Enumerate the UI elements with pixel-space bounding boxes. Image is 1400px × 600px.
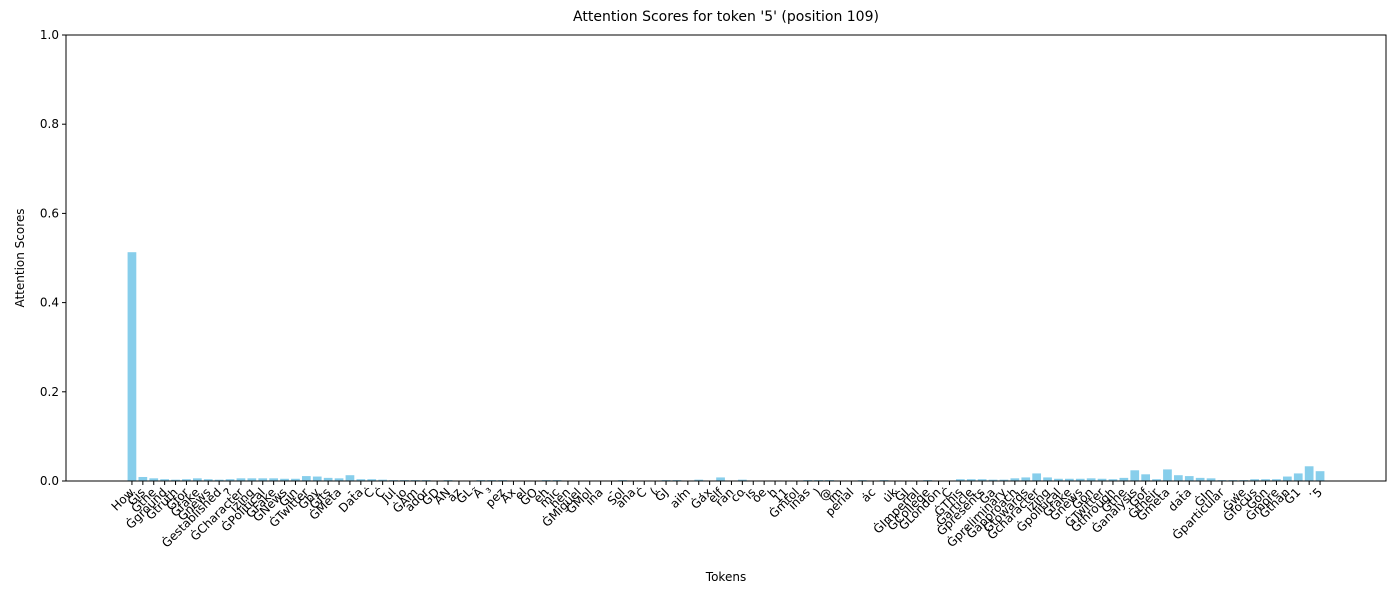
- bar: [1184, 476, 1194, 481]
- bar: [1304, 466, 1314, 481]
- bar: [182, 479, 191, 481]
- bar: [269, 478, 279, 481]
- bar: [1130, 470, 1140, 481]
- bar: [716, 477, 725, 481]
- y-tick-label: 0.0: [40, 474, 59, 488]
- bar: [1272, 479, 1281, 481]
- x-tick-label: ac: [859, 485, 879, 505]
- bar: [356, 479, 366, 481]
- bar: [1119, 477, 1129, 481]
- bar: [323, 477, 333, 481]
- bar: [1261, 479, 1270, 481]
- bar: [1141, 474, 1151, 481]
- bar: [301, 476, 311, 481]
- bar: [1032, 473, 1042, 481]
- y-axis-label: Attention Scores: [13, 208, 27, 307]
- bar: [367, 479, 377, 481]
- bar: [280, 478, 289, 481]
- bar: [247, 478, 257, 481]
- bar: [1108, 479, 1118, 481]
- bar: [977, 479, 987, 481]
- y-tick-label: 0.6: [40, 206, 59, 220]
- y-tick-label: 0.4: [40, 296, 59, 310]
- bar: [192, 478, 202, 481]
- bar: [345, 475, 355, 481]
- bar: [737, 479, 747, 481]
- bar: [1195, 477, 1205, 481]
- bar: [955, 479, 965, 481]
- bar: [149, 478, 159, 481]
- bar: [1064, 478, 1074, 481]
- bar: [138, 476, 148, 481]
- bar: [1021, 477, 1031, 481]
- bar: [258, 478, 268, 481]
- bar: [988, 479, 998, 481]
- x-axis-label: Tokens: [705, 570, 746, 584]
- bar: [999, 479, 1009, 481]
- x-tick-label: 5: [1310, 485, 1325, 500]
- bar: [1086, 478, 1096, 481]
- bar: [334, 478, 344, 481]
- bar: [214, 479, 224, 481]
- bar: [1250, 479, 1260, 481]
- bar: [1282, 476, 1292, 481]
- bar: [1163, 469, 1172, 481]
- bar: [1293, 473, 1303, 481]
- bar: [1075, 478, 1085, 481]
- bar: [312, 476, 322, 481]
- x-tick-label: data: [1165, 485, 1194, 514]
- bar: [378, 479, 388, 481]
- bar: [160, 479, 170, 481]
- bar: [1152, 479, 1161, 481]
- bar: [1315, 471, 1325, 481]
- chart-title: Attention Scores for token '5' (position…: [573, 9, 879, 25]
- bar: [1043, 477, 1052, 481]
- plot: 0.00.20.40.60.81.0HowĠisĠtheĠgroundĠtrut…: [40, 28, 1325, 550]
- bar: [127, 252, 137, 481]
- bar: [225, 479, 235, 481]
- bar: [694, 479, 704, 481]
- y-tick-label: 1.0: [40, 28, 59, 42]
- bar: [236, 478, 246, 481]
- bar: [1097, 478, 1107, 481]
- y-tick-label: 0.8: [40, 117, 59, 131]
- bar: [966, 479, 976, 481]
- bar: [1173, 475, 1183, 481]
- bar: [1010, 478, 1020, 481]
- bar: [1206, 478, 1216, 481]
- y-tick-label: 0.2: [40, 385, 59, 399]
- bar: [203, 479, 213, 481]
- plot-frame: [65, 34, 1387, 482]
- bar: [171, 479, 180, 481]
- bar: [291, 478, 300, 481]
- bar: [1054, 478, 1063, 481]
